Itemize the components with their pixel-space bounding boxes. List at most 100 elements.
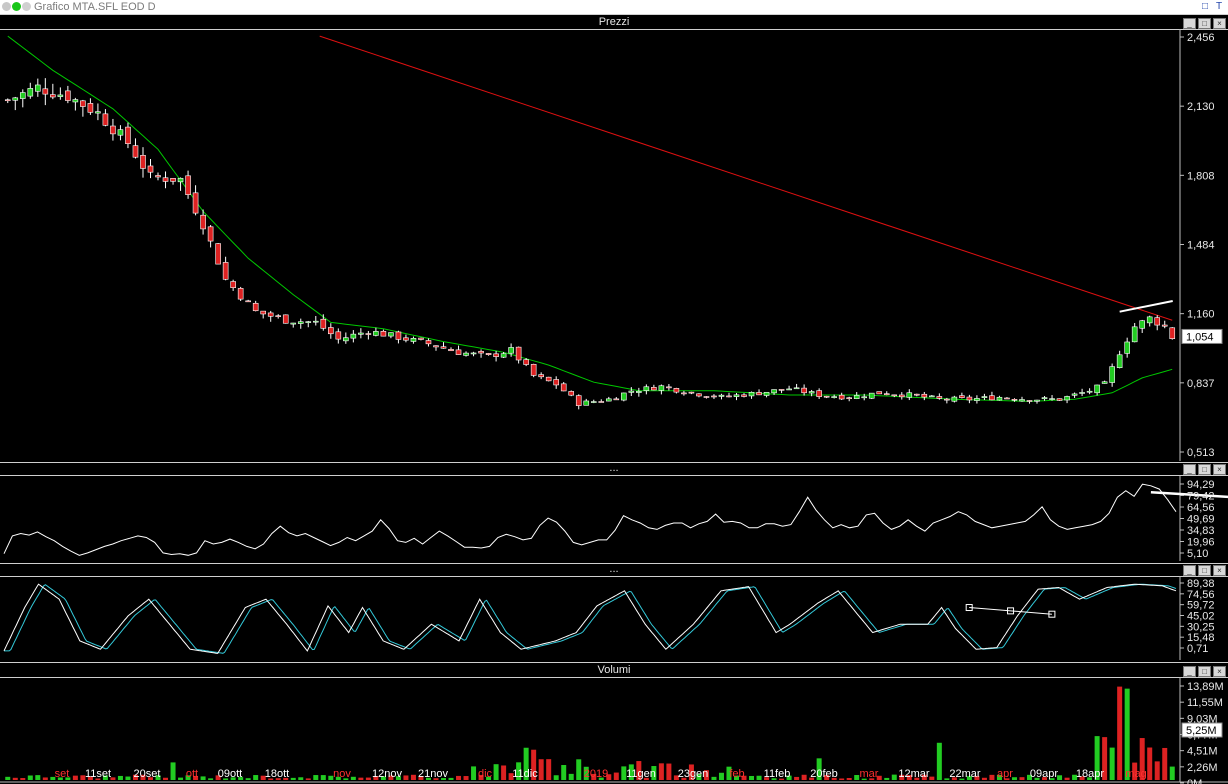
candle [35, 78, 41, 97]
candle [921, 391, 928, 401]
candle-down-body [493, 353, 499, 357]
candle [658, 384, 665, 395]
volume-bar [245, 778, 251, 780]
candle [575, 394, 582, 410]
candle-down-body [192, 192, 199, 214]
candle-up-body [358, 332, 364, 335]
candle [823, 395, 830, 399]
volume-axis-tick-label: 13,89M [1187, 681, 1224, 693]
candle [102, 109, 109, 127]
indicator2-axis-tick-label: 59,72 [1187, 600, 1215, 612]
panel-close-button[interactable]: × [1213, 666, 1226, 677]
candle-down-body [1056, 398, 1063, 401]
candle [936, 393, 943, 400]
candle-down-body [395, 331, 402, 340]
candle-up-body [1041, 397, 1048, 400]
panel-minimize-button[interactable]: _ [1183, 666, 1196, 677]
panel-close-button[interactable]: × [1213, 18, 1226, 29]
candle [545, 376, 552, 382]
candle [110, 118, 116, 141]
candle [140, 147, 146, 178]
last-volume-box [1181, 722, 1223, 738]
price-axis-tick-label: 1,808 [1187, 170, 1215, 182]
candle-up-body [590, 401, 597, 403]
date-tick-label: 20feb [810, 768, 838, 780]
volume-bar [598, 777, 604, 780]
date-tick-label: 21nov [418, 768, 448, 780]
candle [1086, 388, 1093, 395]
candle [297, 318, 304, 329]
candle [275, 314, 282, 319]
candle [801, 384, 807, 396]
candle-down-body [921, 393, 928, 398]
date-tick-label: 12nov [372, 768, 402, 780]
candle-up-body [117, 129, 124, 136]
candle-down-body [726, 395, 732, 398]
candle [959, 392, 965, 399]
candle [170, 178, 176, 185]
candle-up-body [628, 390, 635, 393]
candle [590, 399, 597, 404]
panel-maximize-button[interactable]: □ [1198, 464, 1211, 475]
panel-minimize-button[interactable]: _ [1183, 464, 1196, 475]
volume-bar [1064, 777, 1070, 780]
candle-down-body [110, 125, 116, 135]
volume-bar [914, 777, 920, 780]
panel-minimize-button[interactable]: _ [1183, 18, 1196, 29]
panel-close-button[interactable]: × [1213, 565, 1226, 576]
price-panel-header: Prezzi _ □ × [0, 14, 1228, 30]
volume-bar [959, 778, 965, 780]
volume-bar [1019, 777, 1025, 780]
window-restore-button[interactable]: □ [1201, 1, 1209, 12]
candle-down-body [883, 393, 890, 396]
candle-down-body [696, 393, 702, 397]
candle [260, 310, 266, 319]
candle-down-body [778, 389, 785, 391]
volume-bar [200, 776, 206, 780]
candle [95, 103, 101, 121]
candle-down-body [876, 391, 883, 395]
candle-up-body [1101, 381, 1108, 384]
volume-panel-title: Volumi [597, 664, 631, 676]
trendline-handle [1048, 610, 1056, 618]
window-text-button[interactable]: T [1215, 1, 1223, 12]
volume-bar [546, 759, 552, 780]
candle [523, 358, 529, 367]
candle [944, 397, 950, 404]
candle [230, 279, 236, 291]
candle-down-body [65, 90, 71, 101]
panel-maximize-button[interactable]: □ [1198, 565, 1211, 576]
price-series [4, 35, 1176, 410]
candle [553, 376, 559, 389]
candle-down-body [681, 392, 687, 395]
last-price-label: 1,054 [1186, 331, 1214, 343]
volume-bar [501, 765, 507, 780]
candle [929, 394, 935, 398]
date-tick-label: ott [186, 768, 198, 780]
volume-bar [57, 777, 63, 780]
volume-bar [1042, 777, 1048, 780]
candle-up-body [1049, 398, 1055, 400]
candle-down-body [282, 314, 289, 324]
candle-down-body [598, 401, 605, 403]
panel-minimize-button[interactable]: _ [1183, 565, 1196, 576]
volume-bar [320, 775, 326, 780]
candle [500, 352, 507, 359]
candle [898, 392, 905, 400]
panel-close-button[interactable]: × [1213, 464, 1226, 475]
date-tick-label: set [55, 768, 70, 780]
candle-down-body [125, 126, 131, 145]
window-dot-icon [2, 2, 11, 11]
volume-bar [658, 763, 664, 780]
volume-bar [170, 762, 176, 780]
candle [1146, 315, 1153, 327]
panel-maximize-button[interactable]: □ [1198, 666, 1211, 677]
candle [951, 395, 958, 403]
volume-bar [538, 759, 544, 780]
candle-up-body [1124, 341, 1130, 354]
panel-maximize-button[interactable]: □ [1198, 18, 1211, 29]
date-tick-label: feb [729, 768, 744, 780]
candle [455, 345, 462, 355]
indicator1-axis-tick-label: 34,83 [1187, 525, 1215, 537]
